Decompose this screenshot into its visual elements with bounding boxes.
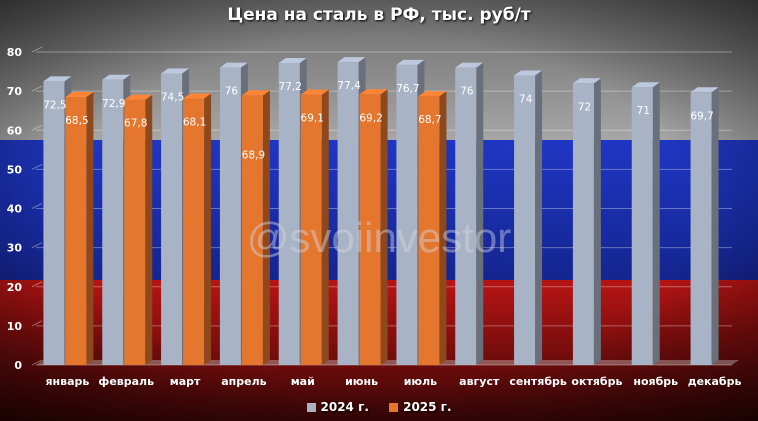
- bar-2025-6: [359, 89, 388, 365]
- data-label-2025: 68,9: [242, 149, 265, 161]
- y-tick-label: 70: [7, 85, 23, 98]
- y-tick-label: 0: [14, 359, 22, 372]
- x-tick-label: октябрь: [571, 375, 622, 388]
- data-label-2024: 71: [637, 105, 650, 117]
- data-label-2024: 76: [460, 86, 474, 98]
- y-tick-label: 20: [7, 281, 23, 294]
- bar-2024-12: [690, 87, 719, 365]
- data-label-2024: 74: [519, 93, 533, 105]
- y-tick-label: 40: [7, 203, 23, 216]
- y-tick-label: 10: [7, 320, 23, 333]
- bar-2025-3: [183, 93, 212, 365]
- x-tick-label: январь: [45, 375, 89, 388]
- chart-floor: [36, 360, 739, 365]
- legend-item-2024: 2024 г.: [306, 400, 369, 414]
- data-label-2025: 68,7: [418, 114, 441, 126]
- data-label-2025: 68,5: [65, 115, 88, 127]
- bar-2024-10: [572, 78, 601, 366]
- data-label-2025: 69,2: [359, 112, 382, 124]
- legend: 2024 г. 2025 г.: [0, 400, 758, 414]
- data-label-2025: 68,1: [183, 117, 206, 129]
- data-label-2025: 67,8: [124, 118, 147, 130]
- y-tick-label: 30: [7, 242, 23, 255]
- bar-2024-8: [455, 62, 484, 366]
- bar-2025-4: [241, 90, 270, 366]
- data-label-2024: 77,4: [337, 80, 361, 92]
- bar-2025-1: [65, 91, 94, 366]
- x-tick-label: ноябрь: [633, 375, 678, 388]
- bar-2025-7: [418, 91, 447, 366]
- legend-swatch-2025: [389, 403, 399, 412]
- x-tick-label: июнь: [345, 375, 378, 388]
- data-label-2024: 77,2: [279, 81, 302, 93]
- gridline-depth: [31, 203, 43, 209]
- x-tick-label: июль: [404, 375, 437, 388]
- y-tick-label: 60: [7, 124, 23, 137]
- y-tick-label: 50: [7, 163, 23, 176]
- gridline-depth: [31, 281, 43, 288]
- legend-swatch-2024: [306, 403, 316, 412]
- data-label-2024: 72: [578, 101, 591, 113]
- data-label-2025: 69,1: [301, 113, 324, 125]
- legend-label-2025: 2025 г.: [403, 400, 452, 414]
- x-tick-label: декабрь: [688, 375, 742, 388]
- data-label-2024: 76,7: [396, 83, 419, 95]
- legend-label-2024: 2024 г.: [320, 400, 369, 414]
- watermark: @svoiinvestor: [246, 214, 512, 261]
- chart-title: Цена на сталь в РФ, тыс. руб/т: [227, 5, 531, 25]
- bar-2024-9: [514, 70, 543, 365]
- bar-2025-2: [124, 94, 153, 366]
- data-label-2024: 72,5: [43, 99, 66, 111]
- y-tick-label: 80: [7, 46, 23, 59]
- gridline-depth: [31, 242, 43, 249]
- gridline-depth: [31, 163, 43, 170]
- x-tick-label: май: [291, 375, 315, 388]
- bar-2024-11: [631, 82, 660, 366]
- gridline-depth: [31, 85, 43, 92]
- x-tick-label: март: [170, 375, 201, 388]
- x-tick-label: сентябрь: [509, 375, 567, 388]
- x-tick-label: апрель: [221, 375, 266, 388]
- x-tick-label: февраль: [98, 375, 154, 388]
- bar-2025-5: [300, 89, 329, 366]
- gridline-depth: [31, 46, 43, 53]
- gridline-depth: [31, 124, 43, 131]
- data-label-2024: 72,9: [102, 98, 125, 110]
- data-label-2024: 76: [225, 86, 239, 98]
- legend-item-2025: 2025 г.: [389, 400, 452, 414]
- data-label-2024: 69,7: [690, 110, 713, 122]
- gridline-depth: [31, 359, 43, 366]
- gridline-depth: [31, 320, 43, 327]
- x-tick-label: август: [459, 375, 500, 388]
- data-label-2024: 74,5: [161, 92, 184, 104]
